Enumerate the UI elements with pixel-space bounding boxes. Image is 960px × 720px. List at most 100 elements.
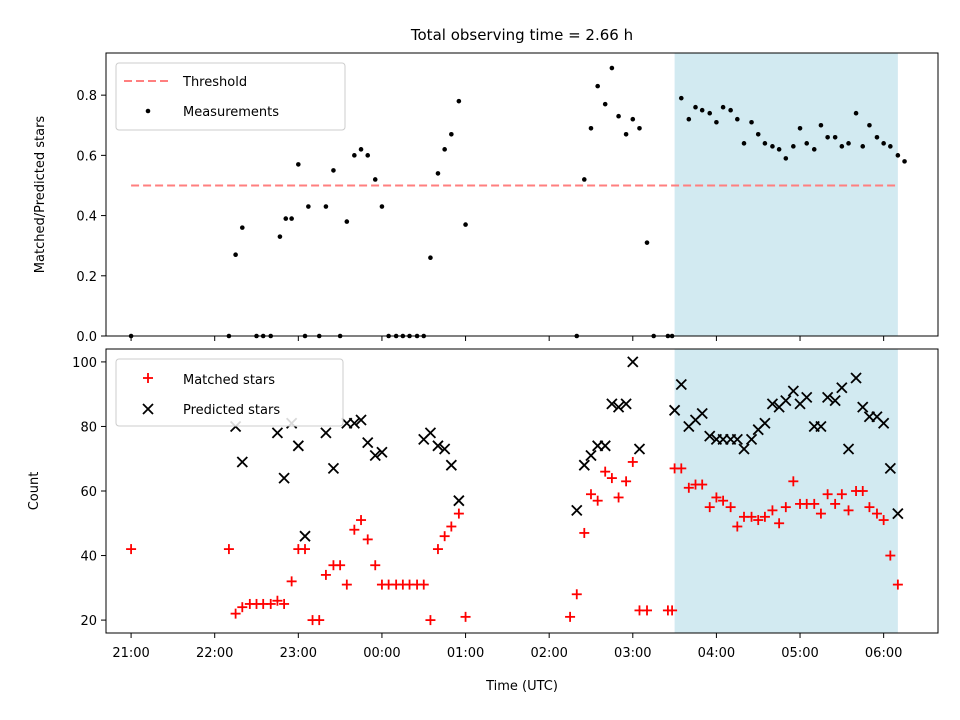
matched-stars-point xyxy=(223,544,234,555)
measurement-point xyxy=(581,177,587,182)
cross-stroke-b xyxy=(612,401,625,413)
cross-stroke-b xyxy=(738,443,750,455)
predicted-stars-point xyxy=(578,459,590,471)
matched-stars-point xyxy=(585,489,596,500)
matched-stars-point xyxy=(300,544,311,555)
measurement-point xyxy=(762,141,768,146)
matched-stars-point xyxy=(349,524,360,535)
ratio-y-tick-label: 0.0 xyxy=(76,330,97,345)
predicted-stars-point xyxy=(278,472,290,484)
cross-stroke-b xyxy=(668,404,681,416)
predicted-stars-point xyxy=(299,530,311,542)
measurement-point xyxy=(770,144,775,149)
matched-stars-point xyxy=(126,544,137,555)
cross-stroke-b xyxy=(821,391,834,404)
ratio-y-axis: 0.0 0.2 0.4 0.6 0.8 xyxy=(76,89,106,345)
measurement-point xyxy=(749,119,754,125)
time-x-axis: 21:00 22:00 23:00 00:00 01:00 02:00 03:00 04:00… xyxy=(112,633,902,661)
matched-stars-point xyxy=(265,598,276,609)
measurement-point xyxy=(296,162,301,167)
measurement-point xyxy=(902,159,907,164)
predicted-stars-point xyxy=(585,449,597,462)
predicted-stars-point xyxy=(704,430,716,442)
cross-stroke-b xyxy=(606,398,618,410)
measurement-point xyxy=(797,125,803,131)
cross-stroke-b xyxy=(704,430,716,442)
cross-stroke-b xyxy=(299,530,311,542)
ratio-y-axis-label: Matched/Predicted stars xyxy=(33,116,48,274)
predicted-stars-point xyxy=(759,417,771,429)
ratio-y-tick-label: 0.6 xyxy=(76,149,97,164)
measurement-point xyxy=(463,222,468,227)
measurement-point xyxy=(686,116,692,122)
predicted-stars-point xyxy=(571,504,583,517)
time-x-tick-label: 22:00 xyxy=(196,646,233,661)
measurement-point xyxy=(846,141,851,146)
cross-stroke-b xyxy=(599,440,611,452)
measurement-point xyxy=(860,144,866,149)
cross-stroke-b xyxy=(271,427,284,439)
matched-stars-point xyxy=(830,498,841,509)
ratio-legend-box xyxy=(115,62,346,131)
time-x-axis-label: Time (UTC) xyxy=(485,679,558,694)
matched-stars-point xyxy=(592,495,603,506)
matched-stars-point xyxy=(871,508,882,519)
matched-stars-point xyxy=(286,576,297,587)
cross-stroke-b xyxy=(801,391,813,404)
cross-stroke-b xyxy=(627,356,639,368)
ratio-x-ticks xyxy=(130,336,885,341)
legend-predicted-label: Predicted stars xyxy=(183,403,280,418)
matched-stars-series xyxy=(126,456,903,626)
matched-stars-point xyxy=(732,521,743,532)
measurement-point xyxy=(344,219,350,224)
predicted-stars-point xyxy=(884,462,896,475)
matched-stars-point xyxy=(370,560,381,571)
measurement-point xyxy=(783,156,789,161)
cross-stroke-b xyxy=(571,504,583,517)
matched-stars-point xyxy=(432,544,443,555)
predicted-stars-point xyxy=(432,440,444,452)
measurement-point xyxy=(895,153,901,158)
cross-stroke-b xyxy=(585,449,597,462)
predicted-stars-point xyxy=(292,440,304,452)
predicted-stars-point xyxy=(731,433,743,446)
matched-stars-point xyxy=(746,511,757,522)
measurement-point xyxy=(839,144,845,149)
cross-stroke-b xyxy=(355,414,367,426)
legend-predicted-swatch xyxy=(142,403,154,415)
measurement-point xyxy=(442,147,447,152)
measurement-point xyxy=(720,104,726,110)
measurement-point xyxy=(735,116,740,122)
predicted-stars-point xyxy=(369,449,381,462)
count-legend: Matched stars Predicted stars xyxy=(115,358,344,427)
predicted-stars-point xyxy=(453,495,465,507)
cross-stroke-b xyxy=(432,440,444,452)
matched-stars-point xyxy=(836,489,847,500)
matched-stars-point xyxy=(704,502,715,513)
cross-stroke-b xyxy=(850,372,862,384)
predicted-stars-point xyxy=(850,372,862,384)
matched-stars-point xyxy=(237,602,248,613)
measurement-point xyxy=(365,153,371,158)
predicted-stars-point xyxy=(355,414,367,426)
matched-stars-point xyxy=(725,502,736,513)
matched-stars-point xyxy=(335,560,346,571)
predicted-stars-point xyxy=(780,394,792,407)
matched-stars-point xyxy=(356,515,367,526)
legend-threshold-label: Threshold xyxy=(182,75,247,90)
measurement-point xyxy=(289,216,294,221)
predicted-stars-point xyxy=(787,385,799,397)
count-y-axis-label: Count xyxy=(27,472,42,511)
cross-stroke-b xyxy=(884,462,896,475)
predicted-stars-point xyxy=(696,407,708,420)
predicted-stars-point xyxy=(445,459,457,471)
cross-stroke-b xyxy=(675,378,687,391)
cross-stroke-b xyxy=(578,459,590,471)
measurement-point xyxy=(616,113,621,119)
matched-stars-point xyxy=(320,569,331,580)
matched-stars-point xyxy=(864,502,875,513)
measurement-point xyxy=(791,144,796,149)
matched-stars-point xyxy=(565,611,576,622)
matched-stars-point xyxy=(627,456,638,467)
